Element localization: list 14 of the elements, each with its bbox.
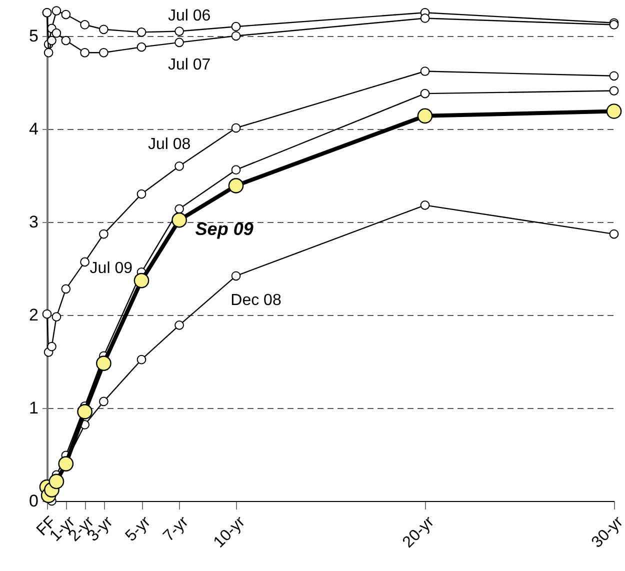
y-tick-label: 0 (29, 492, 38, 510)
y-tick-label: 5 (29, 26, 38, 46)
x-tick-label: 7-yr (160, 513, 192, 546)
series-label: Jul 09 (90, 260, 133, 278)
y-tick-label: 2 (29, 305, 38, 324)
series-label: Sep 09 (195, 219, 254, 240)
series-label: Dec 08 (230, 292, 282, 309)
y-tick-label: 4 (29, 119, 38, 138)
series-label: Jul 08 (148, 136, 191, 154)
series-label: Jul 06 (168, 7, 211, 24)
y-tick-label: 3 (29, 212, 38, 232)
x-tick-label: 5-yr (122, 513, 154, 546)
series-label: Jul 07 (168, 56, 211, 74)
y-tick-label: 1 (29, 398, 38, 418)
